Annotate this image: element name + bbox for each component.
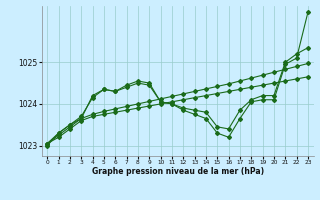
- X-axis label: Graphe pression niveau de la mer (hPa): Graphe pression niveau de la mer (hPa): [92, 167, 264, 176]
